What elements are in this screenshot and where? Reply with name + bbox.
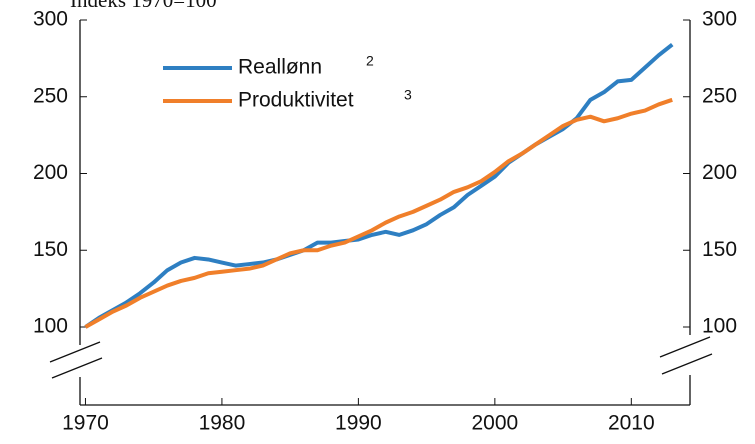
x-tick-label: 2000 [471, 412, 518, 435]
y2-tick-label: 250 [702, 84, 737, 107]
y2-tick-label: 300 [702, 8, 737, 31]
y2-tick-label: 200 [702, 161, 737, 184]
y2-tick-label: 150 [702, 238, 737, 261]
x-tick-label: 1980 [199, 412, 246, 435]
x-tick-label: 1970 [62, 412, 109, 435]
chart-title: Indeks 1970=100 [70, 0, 217, 12]
legend-label: Produktivitet [238, 89, 354, 112]
y-tick-label: 300 [33, 8, 68, 31]
x-tick-label: 2010 [608, 412, 655, 435]
legend-note: 2 [366, 53, 374, 69]
y-tick-label: 150 [33, 238, 68, 261]
y-tick-label: 100 [33, 315, 68, 338]
series-line [84, 97, 673, 329]
y2-tick-label: 100 [702, 315, 737, 338]
legend: Reallønn 2 Produktivitet 3 [163, 53, 412, 112]
x-tick-label: 1990 [335, 412, 382, 435]
legend-note: 3 [404, 87, 412, 103]
y-tick-label: 250 [33, 84, 68, 107]
axes-frame [79, 20, 691, 406]
axis-break [49, 335, 715, 379]
y-tick-label: 200 [33, 161, 68, 184]
legend-label: Reallønn [238, 56, 322, 79]
